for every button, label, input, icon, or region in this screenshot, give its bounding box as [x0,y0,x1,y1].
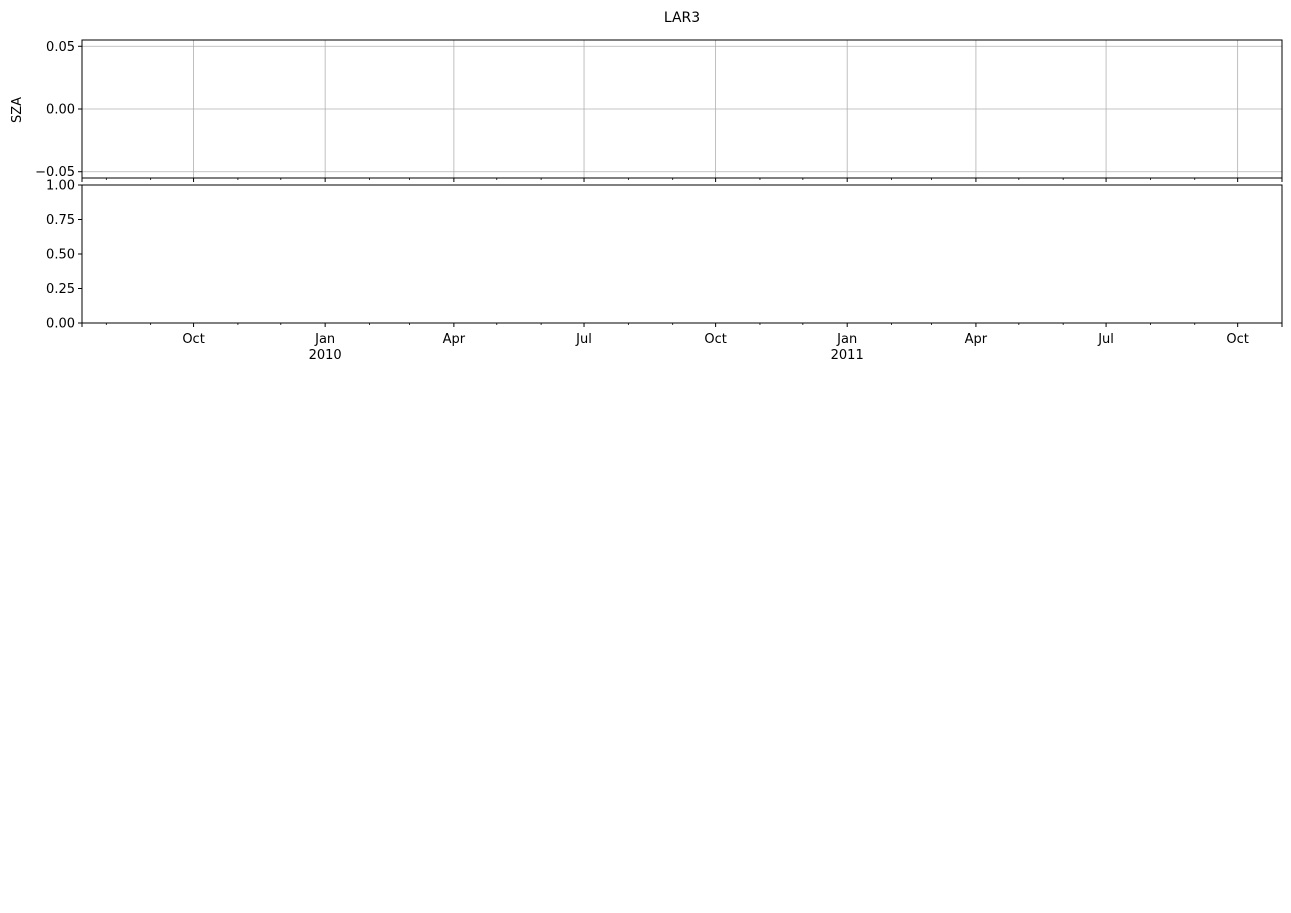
x-tick-label: Oct [182,332,204,347]
top-panel-grid [82,40,1282,178]
panel-1-frame [81,184,1283,324]
x-tick-label: Oct [1226,332,1248,347]
top-panel-axes: −0.05 0.00 0.05 [35,39,1283,182]
x-tick-label: Jan [314,332,335,347]
x-tick-label: Apr [443,332,466,347]
chart-title: LAR3 [664,10,700,26]
y-tick-label: 0.50 [46,248,75,263]
x-tick-year-label: 2010 [309,348,342,363]
x-tick-label: Oct [704,332,726,347]
x-tick-label: Jan [836,332,857,347]
x-tick-label: Jul [1097,332,1114,347]
y-tick-label: 1.00 [46,179,75,194]
y-tick-label: 0.00 [46,317,75,332]
top-panel-ylabel: SZA [10,97,25,123]
y-tick-label: 0.05 [46,40,75,55]
y-tick-label: 0.25 [46,282,75,297]
x-tick-label: Jul [575,332,592,347]
x-tick-label: Apr [965,332,988,347]
x-tick-year-label: 2011 [831,348,864,363]
y-tick-label: 0.75 [46,213,75,228]
y-tick-label: −0.05 [35,165,75,180]
y-tick-label: 0.00 [46,103,75,118]
